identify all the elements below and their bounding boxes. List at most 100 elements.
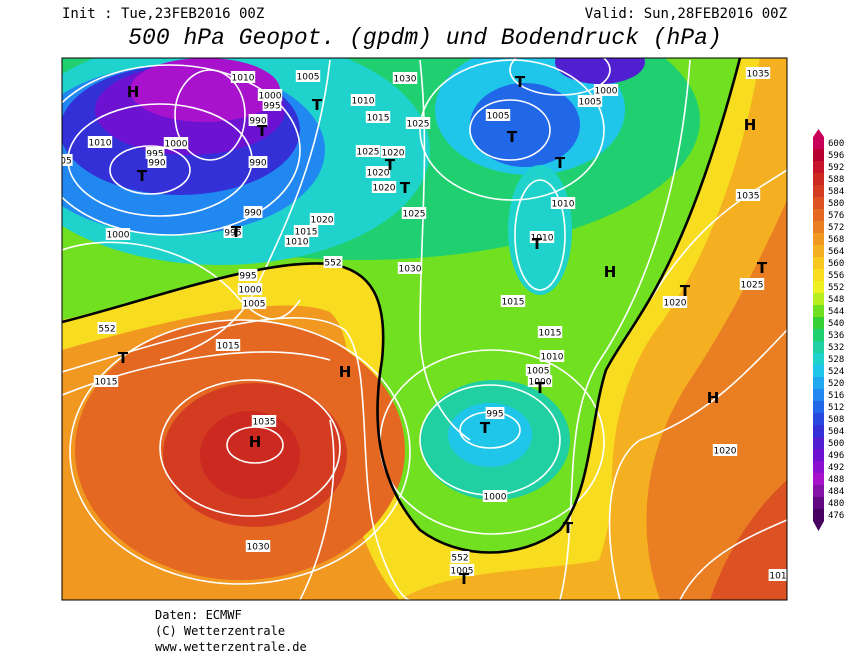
- colorbar-label: 524: [828, 367, 844, 377]
- label-box: [223, 226, 243, 238]
- label-box: [768, 569, 787, 581]
- label-box: [392, 72, 418, 84]
- colorbar-swatch: [813, 317, 824, 329]
- label-box: [735, 189, 761, 201]
- colorbar: 600 596 592 588 584 580 576 572 568 564 560 556 552 5…: [813, 129, 844, 531]
- field: [400, 560, 640, 600]
- label-box: [355, 145, 381, 157]
- colorbar-swatch: [813, 449, 824, 461]
- label-box: [309, 213, 335, 225]
- isobar: [159, 59, 331, 361]
- pressure-label: 1000: [239, 286, 262, 296]
- colorbar-swatch: [813, 353, 824, 365]
- colorbar-label: 564: [828, 247, 844, 257]
- label-box: [163, 137, 189, 149]
- colorbar-swatch: [813, 185, 824, 197]
- pressure-label: 1010: [541, 353, 564, 363]
- pressure-label: 1015: [502, 298, 525, 308]
- colorbar-label: 496: [828, 451, 844, 461]
- colorbar-swatch: [813, 401, 824, 413]
- isobar: [62, 317, 411, 600]
- field: [448, 403, 532, 467]
- pressure-center: T: [459, 570, 470, 588]
- isobar: [679, 519, 787, 600]
- pressure-label: 990: [244, 209, 261, 219]
- pressure-label: 1010: [232, 74, 255, 84]
- colorbar-swatch: [813, 389, 824, 401]
- label-box: [295, 70, 321, 82]
- colorbar-swatch: [813, 281, 824, 293]
- colorbar-swatch: [813, 173, 824, 185]
- colorbar-swatch: [813, 377, 824, 389]
- pressure-label: 1035: [737, 192, 760, 202]
- pressure-center: H: [744, 116, 757, 134]
- colorbar-swatch: [813, 221, 824, 233]
- pressure-label: 995: [224, 229, 241, 239]
- label-box: [215, 339, 241, 351]
- isobar: [62, 64, 301, 236]
- pressure-label: 990: [148, 159, 165, 169]
- pressure-label: 1030: [247, 543, 270, 553]
- pressure-label: 101: [769, 572, 786, 582]
- colorbar-label: 548: [828, 295, 844, 305]
- colorbar-swatch: [813, 329, 824, 341]
- pressure-label: 1000: [484, 493, 507, 503]
- pressure-label: 1010: [286, 238, 309, 248]
- colorbar-label: 552: [828, 283, 844, 293]
- valid-time: Valid: Sun,28FEB2016 00Z: [585, 6, 787, 22]
- pressure-center: T: [400, 179, 411, 197]
- label-box: [248, 156, 268, 168]
- pressure-label: 1000: [107, 231, 130, 241]
- colorbar-swatch: [813, 485, 824, 497]
- label-box: [397, 262, 423, 274]
- pressure-label: 1005: [243, 300, 266, 310]
- footer-line: (C) Wetterzentrale: [155, 624, 285, 638]
- colorbar-label: 516: [828, 391, 844, 401]
- footer-line: Daten: ECMWF: [155, 608, 242, 622]
- pressure-label: 1005: [451, 567, 474, 577]
- label-box: [237, 283, 263, 295]
- pressure-label: 1000: [529, 378, 552, 388]
- footer: Daten: ECMWF (C) Wetterzentrale www.wetter…: [155, 608, 307, 654]
- label-box: [539, 350, 565, 362]
- label-box: [745, 67, 771, 79]
- isobar: [608, 329, 787, 600]
- pressure-label: 1020: [714, 447, 737, 457]
- isobar: [419, 59, 471, 441]
- colorbar-swatch: [813, 161, 824, 173]
- pressure-label: 990: [249, 117, 266, 127]
- colorbar-label: 512: [828, 403, 844, 413]
- colorbar-swatch: [813, 269, 824, 281]
- pressure-label: 1005: [297, 73, 320, 83]
- pressure-center: T: [385, 156, 396, 174]
- pressure-label: 1005: [579, 98, 602, 108]
- pressure-label: 1015: [217, 342, 240, 352]
- label-box: [500, 295, 526, 307]
- pressure-label: 1025: [357, 148, 380, 158]
- map-area: 1010 1005 1030 1000 995 1010 1015 1025 1005 1000 1…: [62, 58, 787, 600]
- colorbar-label: 576: [828, 211, 844, 221]
- pressure-label: 1000: [165, 140, 188, 150]
- label-box: [257, 89, 283, 101]
- isobar: [299, 419, 335, 600]
- label-box: [449, 564, 475, 576]
- colorbar-swatch: [813, 509, 824, 521]
- pressure-center: T: [515, 73, 526, 91]
- reference-contour: [62, 58, 742, 554]
- pressure-label: 1005: [487, 112, 510, 122]
- colorbar-label: 488: [828, 475, 844, 485]
- label-box: [525, 364, 551, 376]
- label-box: [537, 326, 563, 338]
- label-box: [97, 322, 117, 334]
- pressure-center: H: [249, 433, 262, 451]
- colorbar-label: 568: [828, 235, 844, 245]
- label-box: [593, 84, 619, 96]
- map-frame: [61, 57, 788, 601]
- colorbar-swatch: [813, 437, 824, 449]
- colorbar-cap: [813, 129, 824, 137]
- isobar: [69, 319, 411, 585]
- colorbar-label: 540: [828, 319, 844, 329]
- label-box: [293, 225, 319, 237]
- pressure-center: T: [680, 282, 691, 300]
- pressure-center: T: [231, 223, 242, 241]
